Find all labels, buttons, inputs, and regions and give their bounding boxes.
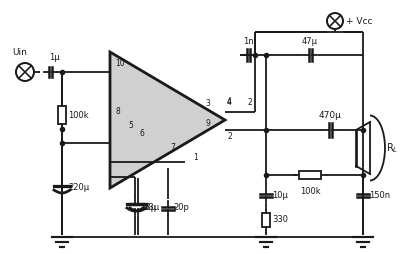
Text: 5: 5 (128, 121, 133, 131)
Text: 4: 4 (227, 97, 232, 106)
Text: 33μ: 33μ (143, 203, 159, 213)
Text: 1μ: 1μ (49, 53, 59, 62)
Text: 7: 7 (170, 144, 175, 152)
Text: 9: 9 (205, 119, 210, 129)
Text: 33μ: 33μ (140, 203, 156, 213)
Text: 220μ: 220μ (68, 183, 89, 193)
Bar (262, 213, 270, 227)
Text: R$_L$: R$_L$ (386, 141, 398, 155)
Text: 10: 10 (115, 59, 125, 69)
Text: 100k: 100k (300, 187, 320, 196)
Text: 4: 4 (227, 98, 232, 107)
Bar (299, 171, 321, 179)
Text: 47μ: 47μ (302, 37, 318, 46)
Text: 6: 6 (140, 130, 145, 138)
Bar (58, 106, 66, 124)
Text: 330: 330 (272, 215, 288, 225)
Text: 2: 2 (227, 132, 232, 141)
Text: 1n: 1n (243, 37, 253, 46)
Text: + Vcc: + Vcc (346, 17, 372, 25)
Text: 10μ: 10μ (272, 190, 288, 199)
Text: 100k: 100k (68, 110, 89, 119)
Text: 470μ: 470μ (318, 111, 342, 120)
Text: 8: 8 (115, 107, 120, 117)
Text: Uin: Uin (12, 48, 28, 57)
Polygon shape (110, 52, 225, 188)
Text: 2: 2 (247, 98, 252, 107)
Text: 3: 3 (205, 100, 210, 108)
Text: 1: 1 (193, 153, 198, 163)
Text: 20p: 20p (173, 203, 189, 213)
Text: 150n: 150n (369, 190, 390, 199)
